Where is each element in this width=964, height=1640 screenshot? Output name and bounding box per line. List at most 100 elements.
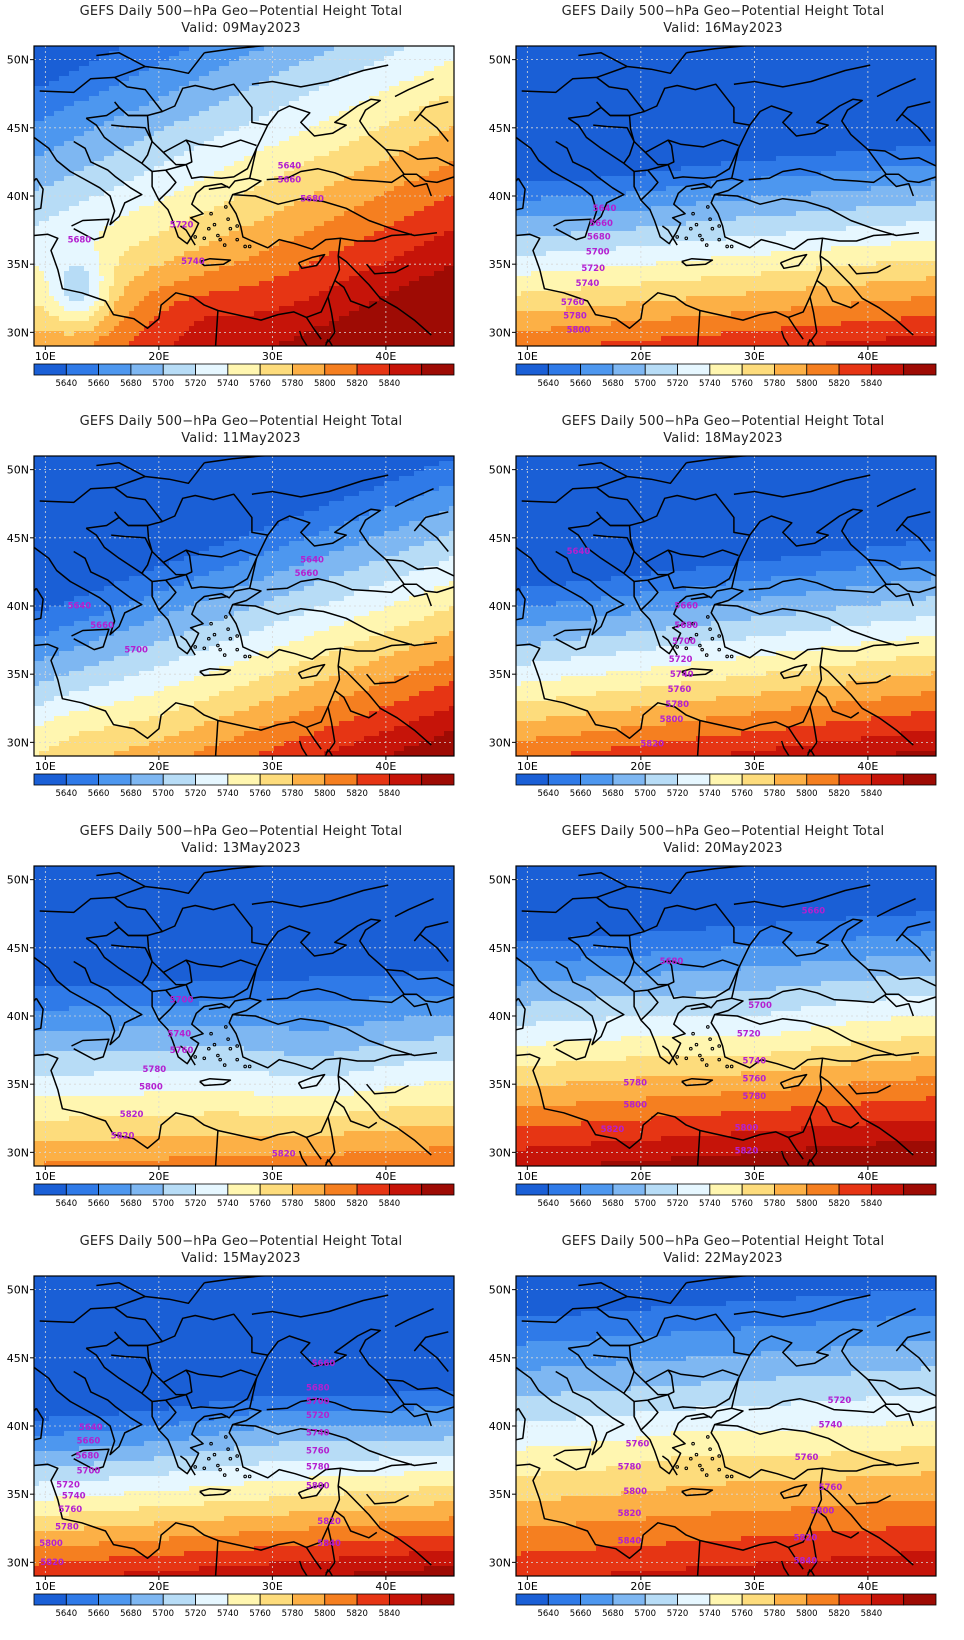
contour-map: 5640 5660 5680 5700 5720 5740 5760 5780 5800 50N 4… (489, 45, 937, 389)
contour-labels: 5640 5660 5680 5720 5740 5680 (68, 162, 324, 267)
colorbar-label: 5740 (699, 1199, 721, 1209)
contour-map: 5700 5740 5760 5780 5800 5820 5820 5820 50N 45N 40… (7, 865, 455, 1209)
lon-tick-label: 20E (630, 1580, 651, 1593)
contour-label: 5700 (170, 995, 194, 1005)
lon-tick-label: 20E (148, 1580, 169, 1593)
colorbar-swatch (515, 363, 549, 376)
colorbar-label: 5680 (602, 789, 624, 799)
coastlines (34, 866, 454, 1166)
colorbar-label: 5800 (314, 1199, 336, 1209)
lon-tick-label: 40E (375, 760, 396, 773)
colorbar-label: 5760 (731, 1199, 753, 1209)
map-panel: GEFS Daily 500−hPa Geo−Potential Height … (482, 0, 964, 410)
colorbar-swatch (130, 1593, 164, 1606)
grid-lines (34, 1276, 454, 1576)
lon-tick-label: 10E (35, 760, 56, 773)
colorbar-label: 5740 (217, 1199, 239, 1209)
colorbar-swatch (65, 363, 100, 376)
colorbar-label: 5780 (764, 1199, 786, 1209)
colorbar-label: 5720 (185, 1609, 207, 1619)
lat-tick-label: 35N (489, 1078, 511, 1091)
contour-label: 5780 (142, 1065, 166, 1075)
lat-tick-label: 40N (489, 600, 511, 613)
colorbar-label: 5760 (731, 1609, 753, 1619)
colorbar-label: 5680 (120, 789, 142, 799)
colorbar-swatch (356, 363, 390, 376)
colorbar-label: 5760 (249, 789, 271, 799)
lon-tick-label: 20E (630, 760, 651, 773)
colorbar-swatch (98, 1593, 132, 1606)
colorbar-label: 5720 (185, 789, 207, 799)
height-fill (34, 1276, 454, 1576)
lat-tick-label: 45N (489, 532, 511, 545)
contour-label: 5820 (601, 1125, 625, 1135)
lat-tick-label: 45N (7, 122, 29, 135)
coastlines (34, 456, 454, 756)
contour-label: 5660 (674, 602, 698, 612)
colorbar-swatch (356, 1183, 390, 1196)
colorbar-swatch (547, 363, 582, 376)
lat-tick-label: 50N (7, 1284, 29, 1297)
colorbar-swatch (903, 773, 937, 786)
contour-labels: 5640566056805700572057405760578058005820… (39, 1359, 341, 1568)
contour-map: 5640 5660 5680 5720 5740 5680 50N 45N 40N 35N 30N 1… (7, 45, 455, 389)
colorbar-swatch (162, 1593, 196, 1606)
lon-tick-label: 40E (857, 760, 878, 773)
colorbar-swatch (644, 1183, 678, 1196)
contour-label: 5720 (581, 264, 605, 274)
colorbar-swatch (741, 363, 775, 376)
contour-label: 5800 (623, 1487, 647, 1497)
contour-label: 5660 (90, 621, 114, 631)
colorbar-label: 5700 (634, 789, 656, 799)
colorbar-swatch (870, 363, 905, 376)
colorbar-swatch (227, 1183, 261, 1196)
panel-title: GEFS Daily 500−hPa Geo−Potential Height … (482, 4, 964, 20)
contour-label: 5820 (618, 1509, 642, 1519)
colorbar-label: 5820 (828, 1609, 850, 1619)
colorbar-label: 5780 (282, 789, 304, 799)
colorbar-label: 5640 (537, 379, 559, 389)
colorbar-label: 5780 (764, 789, 786, 799)
grid-lines (516, 46, 936, 346)
map-panel: GEFS Daily 500−hPa Geo−Potential Height … (482, 1230, 964, 1640)
colorbar: 5640 5660 5680 5700 5720 5740 5760 5780 5800 5820… (33, 1183, 455, 1209)
colorbar-label: 5820 (828, 379, 850, 389)
contour-label: 5800 (623, 1100, 647, 1110)
colorbar-swatch (130, 363, 164, 376)
colorbar-swatch (33, 363, 67, 376)
colorbar-swatch (806, 1183, 840, 1196)
colorbar-swatch (741, 773, 775, 786)
contour-label: 5720 (669, 655, 693, 665)
colorbar-label: 5800 (314, 379, 336, 389)
contour-label: 5720 (306, 1411, 330, 1421)
lon-tick-label: 30E (262, 760, 283, 773)
colorbar-label: 5820 (346, 1609, 368, 1619)
colorbar-swatch (195, 773, 229, 786)
contour-label: 5780 (618, 1463, 642, 1473)
colorbar-label: 5800 (314, 1609, 336, 1619)
colorbar-label: 5840 (861, 789, 883, 799)
lat-tick-label: 40N (489, 1420, 511, 1433)
colorbar-label: 5820 (828, 1199, 850, 1209)
colorbar-label: 5700 (634, 1199, 656, 1209)
map-panel: GEFS Daily 500−hPa Geo−Potential Height … (0, 1230, 482, 1640)
colorbar-label: 5820 (346, 1199, 368, 1209)
colorbar-label: 5640 (55, 789, 77, 799)
contour-label: 5780 (743, 1092, 767, 1102)
panel-title: GEFS Daily 500−hPa Geo−Potential Height … (482, 414, 964, 430)
colorbar-swatch (259, 363, 293, 376)
colorbar-swatch (580, 773, 614, 786)
contour-map: 5640566056805700572057405760578058005820… (7, 1275, 455, 1619)
contour-label: 5780 (623, 1079, 647, 1089)
contour-label: 5820 (794, 1534, 818, 1544)
contour-label: 5780 (563, 312, 587, 322)
lat-tick-label: 30N (489, 326, 511, 339)
lon-tick-label: 30E (744, 1170, 765, 1183)
colorbar-label: 5680 (602, 1609, 624, 1619)
panel-valid-date: Valid: 11May2023 (0, 431, 482, 447)
contour-label: 5680 (674, 621, 698, 631)
lon-tick-label: 10E (35, 1170, 56, 1183)
contour-label: 5680 (306, 1384, 330, 1394)
contour-label: 5740 (306, 1429, 330, 1439)
contour-map: 5660 5680 5700 5720 5740 5760 5780 5800 5780 5800… (489, 865, 937, 1209)
